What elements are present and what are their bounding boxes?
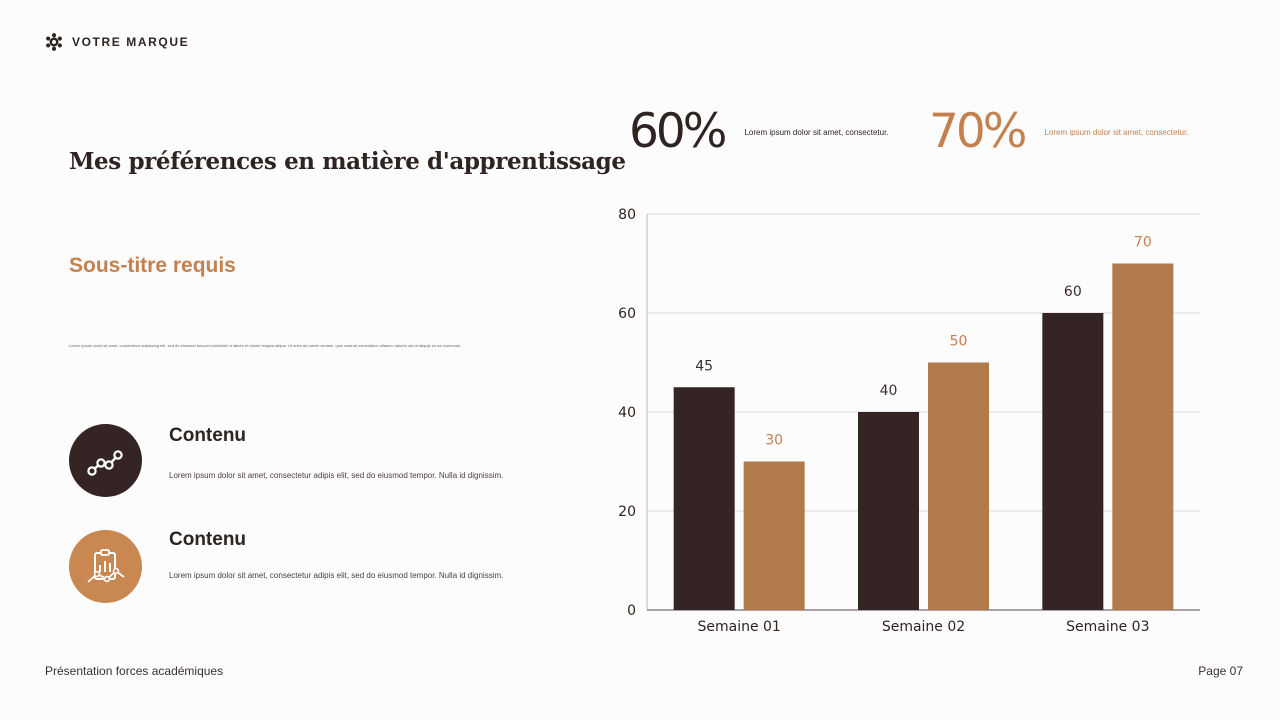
bar — [1112, 263, 1174, 610]
stat-value: 60% — [629, 104, 727, 159]
stat-label: Lorem ipsum dolor sit amet, consectetur. — [1044, 127, 1189, 137]
bar — [673, 387, 735, 610]
intro-text: Lorem ipsum dolor sit amet, consectetur … — [69, 343, 462, 348]
stat-value: 70% — [929, 104, 1027, 159]
gear-atom-icon — [46, 33, 62, 51]
clipboard-chart-icon — [86, 548, 125, 583]
x-tick-label: Semaine 01 — [697, 619, 780, 635]
feature-block-2: Contenu Lorem ipsum dolor sit amet, cons… — [69, 529, 503, 603]
data-label: 70 — [1134, 235, 1152, 251]
bar-chart: 0 20 40 60 80 45 30 Semaine 01 40 50 Semaine 02 60 7… — [618, 207, 1200, 635]
y-tick-label: 60 — [618, 306, 636, 322]
data-label: 50 — [950, 334, 968, 350]
bar — [858, 412, 919, 610]
data-label: 40 — [880, 383, 898, 399]
feature-icon-circle — [69, 530, 142, 603]
x-tick-label: Semaine 03 — [1066, 619, 1149, 635]
bar — [1042, 313, 1104, 610]
feature-body: Lorem ipsum dolor sit amet, consectetur … — [169, 571, 504, 580]
bar — [743, 461, 805, 610]
data-label: 60 — [1064, 284, 1082, 300]
data-label: 45 — [695, 358, 713, 374]
footer-presentation-title: Présentation forces académiques — [45, 664, 224, 678]
data-label: 30 — [765, 433, 783, 449]
y-tick-label: 0 — [627, 603, 636, 619]
feature-heading: Contenu — [169, 425, 247, 446]
y-tick-label: 80 — [618, 207, 636, 223]
stat-block-2: 70% Lorem ipsum dolor sit amet, consecte… — [929, 104, 1189, 160]
brand-name: VOTRE MARQUE — [72, 35, 190, 49]
stat-block-1: 60% Lorem ipsum dolor sit amet, consecte… — [629, 104, 889, 160]
y-tick-label: 20 — [618, 504, 636, 520]
page-title: Mes préférences en matière d'apprentissa… — [69, 148, 626, 175]
feature-icon-circle — [69, 424, 142, 497]
x-tick-label: Semaine 02 — [882, 619, 965, 635]
feature-heading: Contenu — [169, 529, 247, 550]
bar — [928, 362, 989, 610]
footer-page-number: Page 07 — [1198, 664, 1243, 678]
feature-body: Lorem ipsum dolor sit amet, consectetur … — [169, 471, 504, 480]
trend-line-icon — [86, 449, 123, 476]
feature-block-1: Contenu Lorem ipsum dolor sit amet, cons… — [69, 424, 503, 497]
brand: VOTRE MARQUE — [45, 33, 189, 51]
y-tick-label: 40 — [618, 405, 636, 421]
stat-label: Lorem ipsum dolor sit amet, consectetur. — [744, 127, 889, 137]
page-subtitle: Sous-titre requis — [69, 254, 236, 277]
